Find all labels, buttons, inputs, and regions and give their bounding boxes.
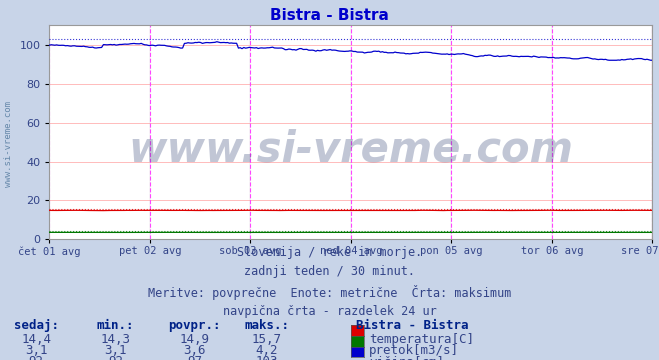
Text: 3,6: 3,6 xyxy=(183,344,206,357)
Text: sedaj:: sedaj: xyxy=(14,319,59,332)
Text: višina[cm]: višina[cm] xyxy=(369,355,444,360)
Text: 14,4: 14,4 xyxy=(21,333,51,346)
Text: Slovenija / reke in morje.: Slovenija / reke in morje. xyxy=(237,246,422,258)
Text: 92: 92 xyxy=(108,355,123,360)
Text: www.si-vreme.com: www.si-vreme.com xyxy=(4,101,13,187)
Text: povpr.:: povpr.: xyxy=(168,319,221,332)
Text: 14,3: 14,3 xyxy=(100,333,130,346)
Text: www.si-vreme.com: www.si-vreme.com xyxy=(129,129,573,170)
Text: 4,2: 4,2 xyxy=(256,344,278,357)
Text: Bistra - Bistra: Bistra - Bistra xyxy=(270,8,389,23)
Text: 92: 92 xyxy=(29,355,43,360)
Text: pretok[m3/s]: pretok[m3/s] xyxy=(369,344,459,357)
Text: maks.:: maks.: xyxy=(244,319,289,332)
Text: 97: 97 xyxy=(187,355,202,360)
Text: 15,7: 15,7 xyxy=(252,333,282,346)
Text: Bistra - Bistra: Bistra - Bistra xyxy=(356,319,469,332)
Text: zadnji teden / 30 minut.: zadnji teden / 30 minut. xyxy=(244,265,415,278)
Text: min.:: min.: xyxy=(97,319,134,332)
Text: 3,1: 3,1 xyxy=(104,344,127,357)
Text: temperatura[C]: temperatura[C] xyxy=(369,333,474,346)
Text: 3,1: 3,1 xyxy=(25,344,47,357)
Text: Meritve: povprečne  Enote: metrične  Črta: maksimum: Meritve: povprečne Enote: metrične Črta:… xyxy=(148,285,511,300)
Text: 14,9: 14,9 xyxy=(179,333,210,346)
Text: navpična črta - razdelek 24 ur: navpična črta - razdelek 24 ur xyxy=(223,305,436,318)
Text: 103: 103 xyxy=(256,355,278,360)
